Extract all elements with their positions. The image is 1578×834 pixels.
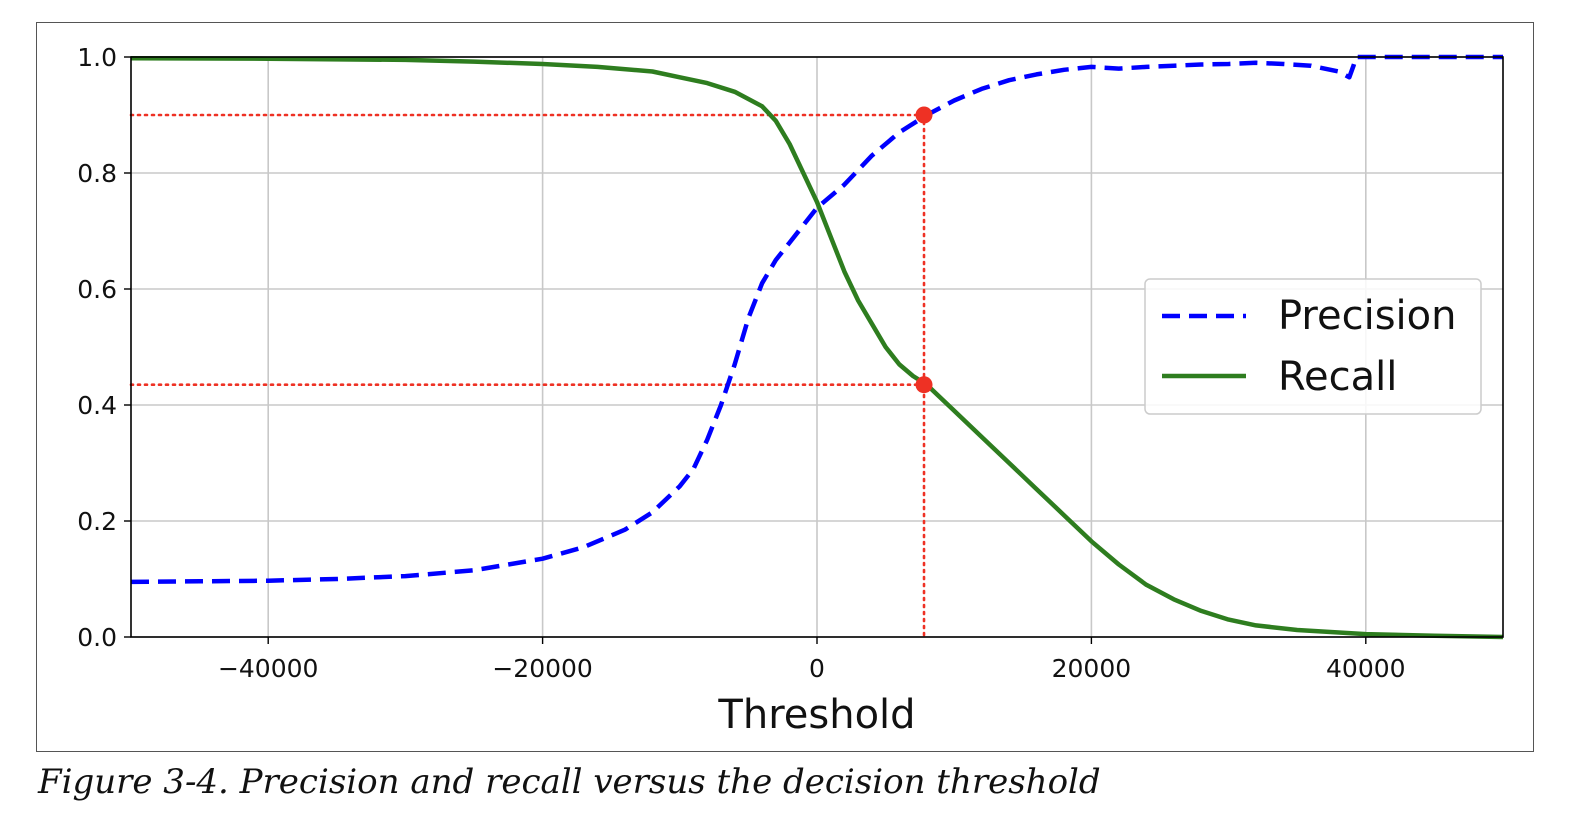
figure-caption: Figure 3-4. Precision and recall versus … bbox=[38, 762, 1101, 802]
recall-line bbox=[130, 55, 1504, 640]
x-tick-label: 40000 bbox=[1326, 654, 1406, 683]
y-tick-label: 0.4 bbox=[77, 391, 117, 420]
legend: Precision Recall bbox=[1144, 278, 1482, 415]
y-tick-label: 0.2 bbox=[77, 507, 117, 536]
legend-box bbox=[1144, 278, 1482, 415]
y-tick-label: 0.6 bbox=[77, 275, 117, 304]
axis-ticks: −40000 −20000 0 20000 40000 0.0 0.2 0.4 0.6 0.8 1.… bbox=[77, 43, 1405, 683]
y-tick-label: 1.0 bbox=[77, 43, 117, 72]
y-tick-label: 0.8 bbox=[77, 159, 117, 188]
precision-line bbox=[130, 54, 1503, 585]
recall-threshold-marker bbox=[915, 376, 933, 394]
reference-lines bbox=[129, 113, 926, 639]
threshold-markers bbox=[915, 106, 933, 394]
precision-threshold-marker bbox=[915, 106, 933, 124]
series-lines bbox=[130, 54, 1504, 640]
x-tick-label: 0 bbox=[809, 654, 825, 683]
x-axis-title: Threshold bbox=[717, 692, 915, 738]
x-tick-label: −20000 bbox=[492, 654, 592, 683]
x-tick-label: 20000 bbox=[1052, 654, 1132, 683]
y-tick-label: 0.0 bbox=[77, 623, 117, 652]
legend-precision-label: Precision bbox=[1278, 293, 1456, 339]
x-tick-label: −40000 bbox=[218, 654, 318, 683]
legend-recall-label: Recall bbox=[1278, 354, 1397, 400]
